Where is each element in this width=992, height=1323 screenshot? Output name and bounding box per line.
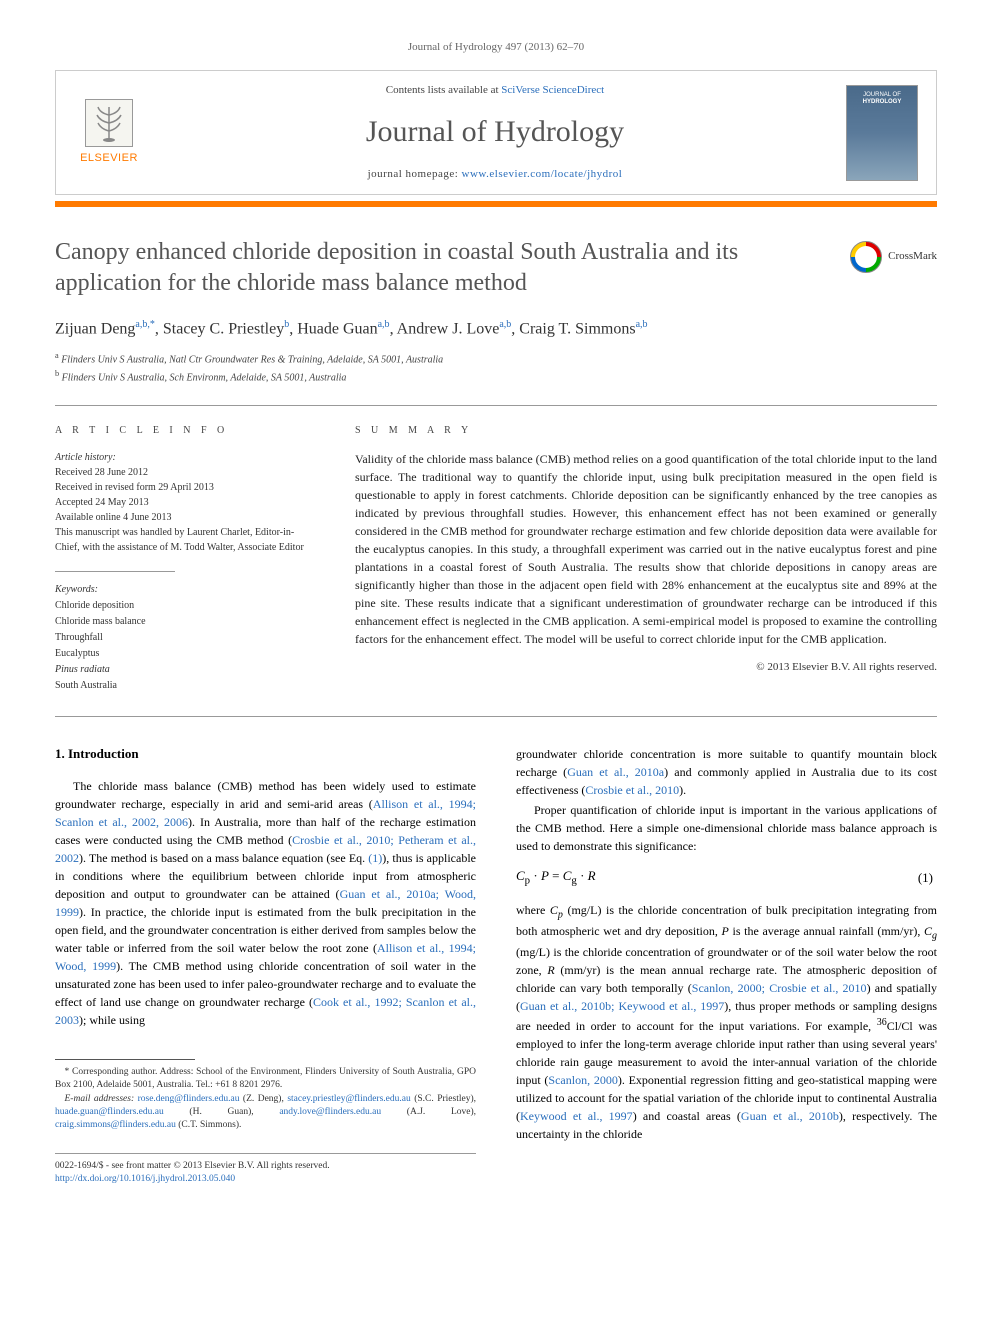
bottom-divider xyxy=(55,1153,476,1154)
body-paragraph-left: The chloride mass balance (CMB) method h… xyxy=(55,777,476,1029)
sciencedirect-link[interactable]: SciVerse ScienceDirect xyxy=(501,84,604,96)
divider xyxy=(55,716,937,717)
publisher-name: ELSEVIER xyxy=(80,151,138,166)
contents-prefix: Contents lists available at xyxy=(386,84,501,96)
contents-line: Contents lists available at SciVerse Sci… xyxy=(144,83,846,98)
keywords-label: Keywords: xyxy=(55,582,315,598)
elsevier-tree-icon xyxy=(85,99,133,147)
homepage-prefix: journal homepage: xyxy=(368,168,462,180)
handled-by: This manuscript was handled by Laurent C… xyxy=(55,525,315,555)
affiliations: a Flinders Univ S Australia, Natl Ctr Gr… xyxy=(55,350,937,385)
journal-homepage: journal homepage: www.elsevier.com/locat… xyxy=(144,167,846,182)
history-label: Article history: xyxy=(55,450,315,465)
orange-accent-bar xyxy=(55,201,937,207)
affiliation-b: b Flinders Univ S Australia, Sch Environ… xyxy=(55,368,937,385)
online-date: Available online 4 June 2013 xyxy=(55,510,315,525)
crossmark-badge[interactable]: CrossMark xyxy=(850,241,937,273)
footnote-separator xyxy=(55,1059,195,1060)
accepted-date: Accepted 24 May 2013 xyxy=(55,495,315,510)
crossmark-label: CrossMark xyxy=(888,249,937,264)
keyword: Pinus radiata xyxy=(55,662,315,678)
cover-text-main: HYDROLOGY xyxy=(863,99,902,106)
authors-line: Zijuan Denga,b,*, Stacey C. Priestleyb, … xyxy=(55,318,937,341)
affiliation-a: a Flinders Univ S Australia, Natl Ctr Gr… xyxy=(55,350,937,367)
issn-line: 0022-1694/$ - see front matter © 2013 El… xyxy=(55,1160,476,1173)
body-paragraph-right-2: Proper quantification of chloride input … xyxy=(516,801,937,855)
revised-date: Received in revised form 29 April 2013 xyxy=(55,480,315,495)
keyword: Chloride mass balance xyxy=(55,614,315,630)
body-paragraph-after-eq: where Cp (mg/L) is the chloride concentr… xyxy=(516,901,937,1144)
journal-title: Journal of Hydrology xyxy=(144,111,846,153)
cover-text-top: JOURNAL OF xyxy=(863,92,901,99)
corr-author-text: * Corresponding author. Address: School … xyxy=(55,1066,476,1093)
running-head: Journal of Hydrology 497 (2013) 62–70 xyxy=(55,40,937,55)
journal-cover-thumbnail: JOURNAL OF HYDROLOGY xyxy=(846,85,918,181)
article-history: Article history: Received 28 June 2012 R… xyxy=(55,450,315,555)
keyword: Throughfall xyxy=(55,630,315,646)
homepage-link[interactable]: www.elsevier.com/locate/jhydrol xyxy=(462,168,623,180)
equation-1: Cp · P = Cg · R (1) xyxy=(516,867,937,889)
body-paragraph-right-top: groundwater chloride concentration is mo… xyxy=(516,745,937,799)
summary-text: Validity of the chloride mass balance (C… xyxy=(355,450,937,648)
keyword: Chloride deposition xyxy=(55,598,315,614)
corresponding-author-footnote: * Corresponding author. Address: School … xyxy=(55,1066,476,1132)
publisher-logo: ELSEVIER xyxy=(74,99,144,166)
section-heading-intro: 1. Introduction xyxy=(55,745,476,763)
summary-head: S U M M A R Y xyxy=(355,424,937,438)
crossmark-icon xyxy=(850,241,882,273)
keyword: Eucalyptus xyxy=(55,646,315,662)
article-title: Canopy enhanced chloride deposition in c… xyxy=(55,237,830,299)
copyright-line: © 2013 Elsevier B.V. All rights reserved… xyxy=(355,660,937,675)
keywords-block: Keywords: Chloride deposition Chloride m… xyxy=(55,572,315,694)
received-date: Received 28 June 2012 xyxy=(55,465,315,480)
emails-label: E-mail addresses: xyxy=(65,1094,135,1104)
doi-link[interactable]: http://dx.doi.org/10.1016/j.jhydrol.2013… xyxy=(55,1174,235,1184)
article-info-head: A R T I C L E I N F O xyxy=(55,424,315,438)
equation-expr: Cp · P = Cg · R xyxy=(516,867,596,889)
equation-number: (1) xyxy=(918,869,937,887)
keyword: South Australia xyxy=(55,678,315,694)
journal-masthead: ELSEVIER Contents lists available at Sci… xyxy=(55,70,937,195)
